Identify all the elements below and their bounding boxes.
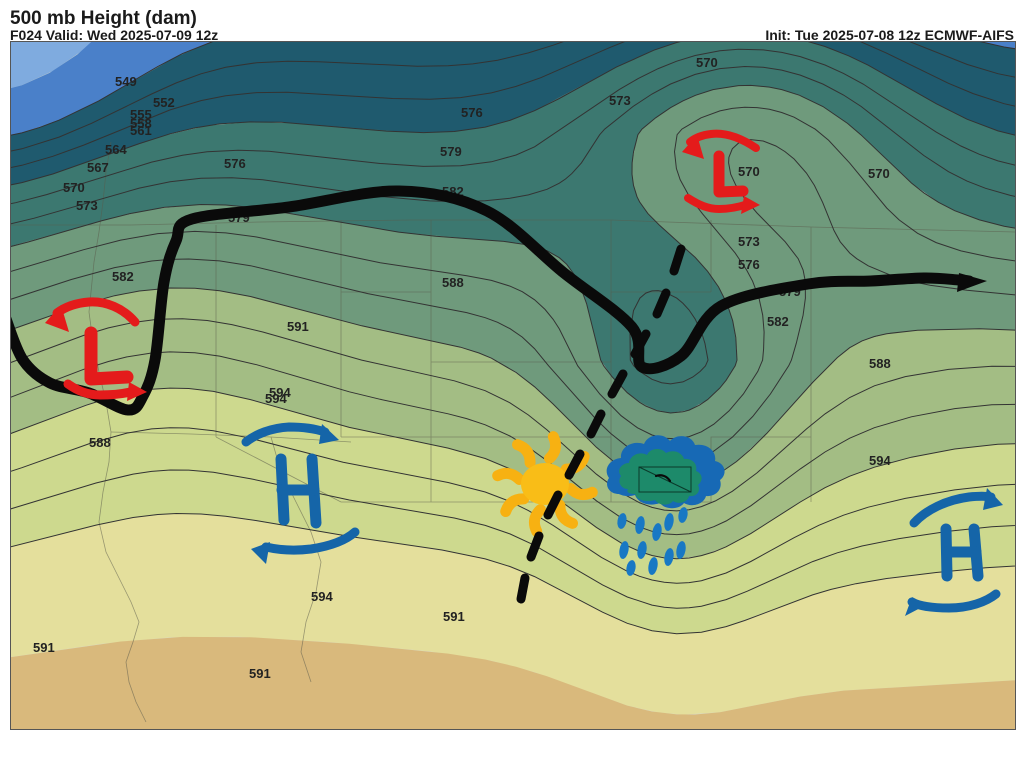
svg-text:573: 573 [609,93,631,108]
svg-text:591: 591 [249,666,271,681]
svg-text:573: 573 [738,234,760,249]
svg-text:570: 570 [868,166,890,181]
svg-text:576: 576 [738,257,760,272]
svg-text:588: 588 [869,356,891,371]
svg-text:570: 570 [63,180,85,195]
svg-text:582: 582 [767,314,789,329]
svg-text:567: 567 [87,160,109,175]
svg-text:591: 591 [443,609,465,624]
svg-text:588: 588 [89,435,111,450]
svg-text:582: 582 [112,269,134,284]
svg-text:579: 579 [440,144,462,159]
svg-text:594: 594 [265,391,287,406]
svg-text:594: 594 [869,453,891,468]
svg-text:594: 594 [311,589,333,604]
svg-text:570: 570 [696,55,718,70]
svg-text:576: 576 [224,156,246,171]
svg-text:588: 588 [442,275,464,290]
svg-text:561: 561 [130,123,152,138]
svg-text:564: 564 [105,142,127,157]
svg-text:573: 573 [76,198,98,213]
svg-text:576: 576 [461,105,483,120]
svg-text:549: 549 [115,74,137,89]
svg-text:591: 591 [33,640,55,655]
svg-text:552: 552 [153,95,175,110]
svg-text:570: 570 [738,164,760,179]
svg-text:591: 591 [287,319,309,334]
